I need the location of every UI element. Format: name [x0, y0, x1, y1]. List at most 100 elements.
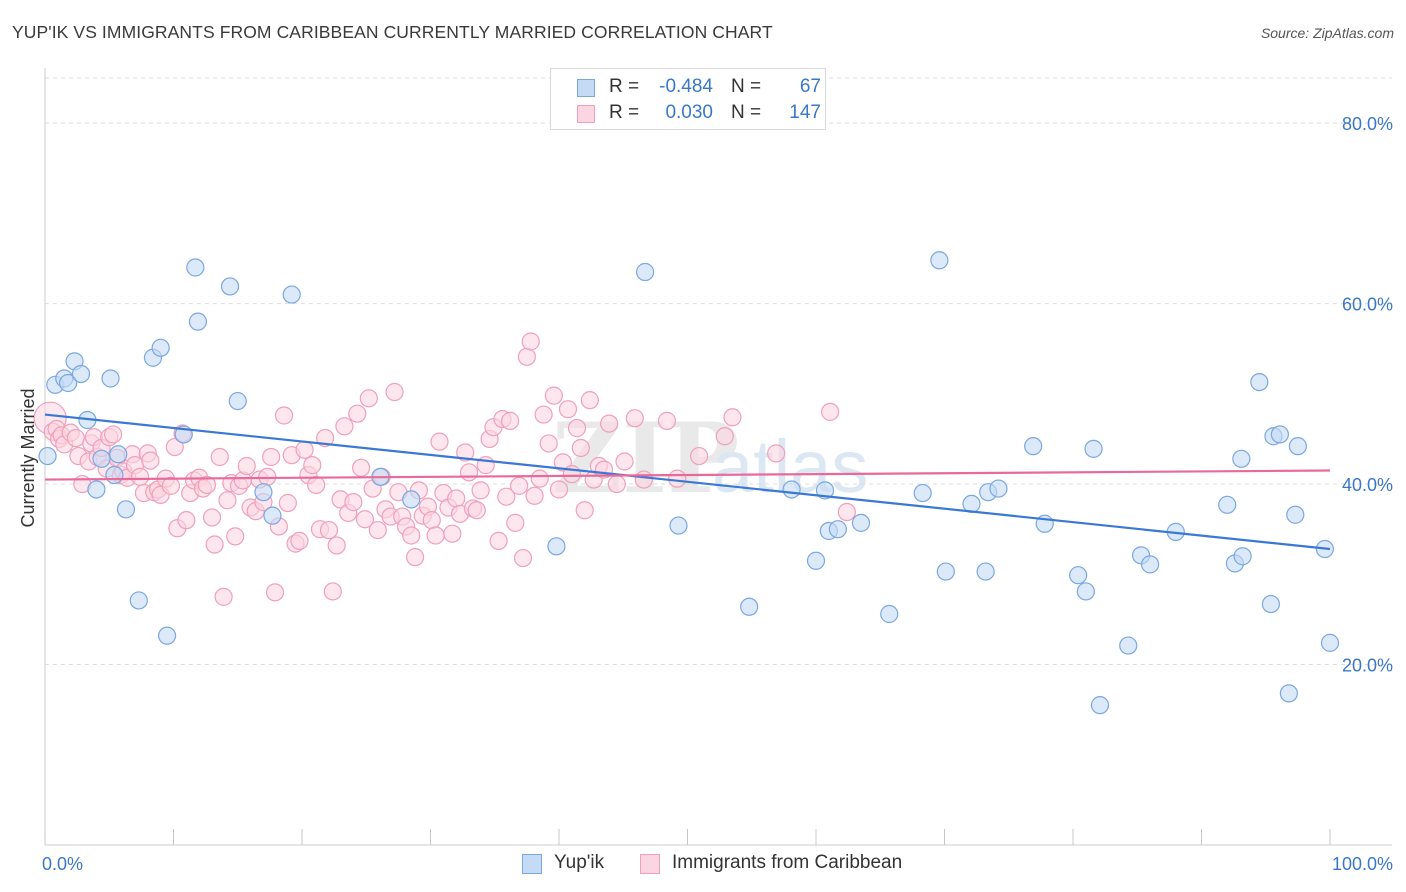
r-label: R = — [609, 102, 640, 123]
yupik-point — [851, 513, 871, 532]
x-tick-label: 100.0% — [1332, 854, 1393, 874]
caribbean-point — [218, 491, 237, 510]
caribbean-point — [456, 443, 475, 462]
yupik-point — [669, 516, 688, 535]
yupik-point — [740, 597, 759, 616]
yupik-point — [1090, 696, 1110, 715]
yupik-point — [828, 520, 847, 539]
grid-lines — [45, 77, 1392, 666]
caribbean-point — [355, 510, 375, 529]
caribbean-point — [262, 447, 281, 467]
n-value: 147 — [789, 102, 821, 123]
caribbean-point — [368, 520, 387, 540]
caribbean-point — [558, 400, 578, 419]
caribbean-point — [327, 536, 346, 555]
caribbean-point — [385, 382, 404, 402]
caribbean-point — [539, 434, 558, 453]
caribbean-point — [459, 463, 479, 482]
caribbean-point — [130, 467, 150, 486]
yupik-point — [1288, 437, 1307, 456]
caribbean-point — [226, 527, 245, 546]
caribbean-point — [510, 476, 529, 495]
caribbean-point — [359, 389, 378, 408]
yupik-point — [806, 551, 826, 570]
yupik-point — [105, 465, 124, 485]
yupik-point — [1286, 505, 1305, 524]
legend-label-caribbean: Immigrants from Caribbean — [672, 852, 903, 873]
caribbean-point — [202, 508, 222, 527]
caribbean-point — [634, 470, 653, 489]
legend-swatch-caribbean — [577, 105, 595, 123]
yupik-point — [936, 562, 955, 581]
legend-swatch-yupik — [522, 854, 542, 874]
caribbean-point — [544, 386, 563, 405]
yupik-point — [254, 483, 273, 502]
yupik-point — [71, 364, 91, 384]
yupik-point — [635, 262, 655, 282]
yupik-point — [1140, 555, 1160, 574]
caribbean-point — [525, 486, 544, 505]
yupik-point — [1279, 684, 1298, 703]
caribbean-point — [657, 411, 677, 430]
caribbean-point — [210, 447, 229, 467]
caribbean-trend-line — [44, 469, 1331, 481]
caribbean-point — [517, 347, 536, 366]
yupik-point — [880, 604, 899, 624]
yupik-point — [989, 479, 1008, 498]
yupik-point — [157, 626, 177, 645]
yupik-point — [38, 446, 57, 466]
caribbean-point — [615, 452, 634, 471]
yupik-point — [116, 500, 136, 519]
caribbean-point — [625, 409, 644, 428]
caribbean-point — [506, 513, 525, 532]
caribbean-point — [501, 411, 520, 430]
caribbean-point — [715, 427, 734, 446]
yupik-point — [1218, 495, 1237, 514]
yupik-point — [913, 483, 932, 503]
caribbean-point — [580, 391, 599, 410]
yupik-point — [402, 490, 421, 509]
caribbean-point — [430, 432, 449, 451]
yupik-point — [930, 251, 949, 270]
y-tick-label: 80.0% — [1342, 114, 1393, 134]
caribbean-point — [278, 493, 297, 513]
caribbean-point — [567, 419, 587, 438]
caribbean-point — [530, 469, 549, 488]
caribbean-point — [177, 511, 196, 530]
yupik-point — [782, 480, 801, 499]
yupik-point — [1024, 437, 1043, 456]
n-label: N = — [731, 102, 762, 123]
y-tick-label: 60.0% — [1342, 295, 1393, 315]
yupik-point — [59, 373, 78, 393]
caribbean-point — [335, 417, 354, 436]
caribbean-point — [467, 501, 486, 520]
yupik-point — [220, 277, 240, 296]
correlation-legend: R = -0.484 N = 67 R = 0.030 N = 147 — [550, 68, 826, 130]
caribbean-point — [274, 406, 294, 425]
yupik-point — [1233, 547, 1252, 566]
yupik-point — [1076, 582, 1095, 601]
yupik-point — [1232, 449, 1251, 468]
yupik-point — [151, 338, 170, 357]
caribbean-point — [214, 587, 233, 606]
caribbean-point — [141, 451, 160, 470]
caribbean-point — [352, 458, 371, 477]
caribbean-point — [165, 437, 184, 457]
n-value: 67 — [799, 76, 821, 97]
yupik-point — [282, 285, 301, 304]
caribbean-point — [549, 480, 569, 499]
caribbean-point — [344, 493, 363, 512]
caribbean-point — [303, 456, 322, 475]
caribbean-point — [265, 583, 285, 602]
series-legend: Yup'ik Immigrants from Caribbean — [0, 852, 1406, 878]
y-axis-label: Currently Married — [18, 388, 38, 527]
caribbean-point — [258, 467, 277, 486]
caribbean-point — [290, 531, 309, 551]
caribbean-point — [66, 428, 85, 448]
caribbean-point — [489, 531, 508, 551]
x-tick-label: 0.0% — [42, 854, 83, 874]
yupik-point — [1250, 372, 1269, 392]
caribbean-point — [402, 526, 421, 545]
source-label: Source: ZipAtlas.com — [1260, 25, 1394, 41]
